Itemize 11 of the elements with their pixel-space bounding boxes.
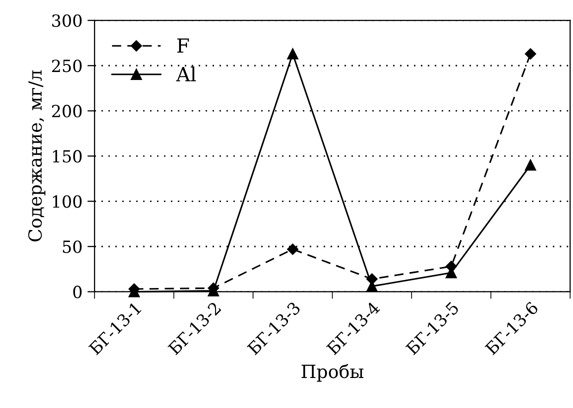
- y-tick-label: 250: [52, 60, 82, 72]
- legend-label: Al: [176, 66, 196, 82]
- y-tick-label: 200: [52, 104, 82, 118]
- y-tick-label: 150: [52, 150, 82, 163]
- x-axis-title: Пробы: [302, 364, 364, 382]
- legend-label: F: [177, 38, 189, 53]
- y-tick-label: 300: [52, 14, 82, 27]
- y-tick-label: 0: [73, 286, 82, 298]
- y-tick-label: 100: [52, 195, 82, 208]
- y-axis-title: Содержание, мг/л: [28, 70, 46, 242]
- y-tick-label: 50: [62, 240, 82, 254]
